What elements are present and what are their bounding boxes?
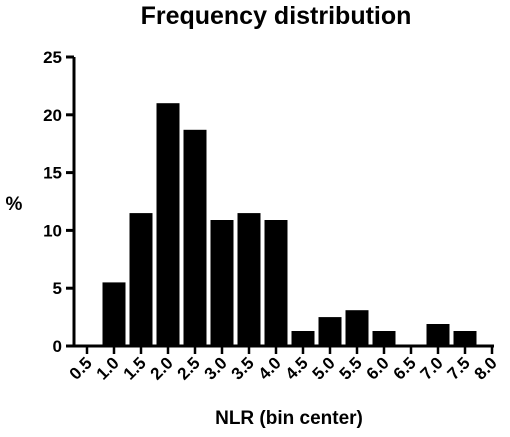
x-tick-label-6.0: 6.0 [363, 353, 393, 383]
x-tick-label-0.5: 0.5 [66, 353, 96, 383]
bar-6.0 [372, 331, 396, 346]
bar-5.0 [318, 317, 342, 346]
x-tick-label-2.0: 2.0 [147, 353, 177, 383]
x-tick-label-6.5: 6.5 [390, 353, 420, 383]
y-tick-label-10: 10 [43, 221, 62, 240]
x-tick-label-2.5: 2.5 [174, 353, 204, 383]
x-tick-label-3.5: 3.5 [228, 353, 258, 383]
x-tick-label-1.5: 1.5 [120, 353, 150, 383]
x-tick-label-3.0: 3.0 [201, 353, 231, 383]
bar-1.5 [129, 213, 153, 346]
x-tick-label-8.0: 8.0 [471, 353, 501, 383]
bar-7.0 [426, 324, 450, 346]
x-tick-label-4.0: 4.0 [255, 353, 285, 383]
y-tick-label-20: 20 [43, 106, 62, 125]
bar-2.0 [156, 103, 180, 346]
y-tick-label-0: 0 [53, 337, 62, 356]
bar-3.5 [237, 213, 261, 346]
y-tick-label-5: 5 [53, 279, 62, 298]
x-tick-label-4.5: 4.5 [282, 353, 312, 383]
bar-1.0 [102, 282, 126, 346]
x-tick-label-5.5: 5.5 [336, 353, 366, 383]
bar-5.5 [345, 310, 369, 346]
y-tick-label-25: 25 [43, 48, 62, 67]
bar-4.5 [291, 331, 315, 346]
bar-4.0 [264, 220, 288, 346]
bar-7.5 [453, 331, 477, 346]
y-tick-label-15: 15 [43, 164, 62, 183]
bar-3.0 [210, 220, 234, 346]
plot-area: 0 5 10 15 20 25 0.51.01.52.02.53.03.54.04.55.0… [43, 48, 501, 384]
y-axis-label: % [6, 194, 23, 215]
x-tick-label-7.5: 7.5 [444, 353, 474, 383]
x-tick-label-7.0: 7.0 [417, 353, 447, 383]
chart-title: Frequency distribution [141, 2, 412, 30]
x-axis-label: NLR (bin center) [215, 408, 363, 429]
bar-2.5 [183, 129, 207, 346]
x-tick-label-1.0: 1.0 [93, 353, 123, 383]
x-tick-label-5.0: 5.0 [309, 353, 339, 383]
